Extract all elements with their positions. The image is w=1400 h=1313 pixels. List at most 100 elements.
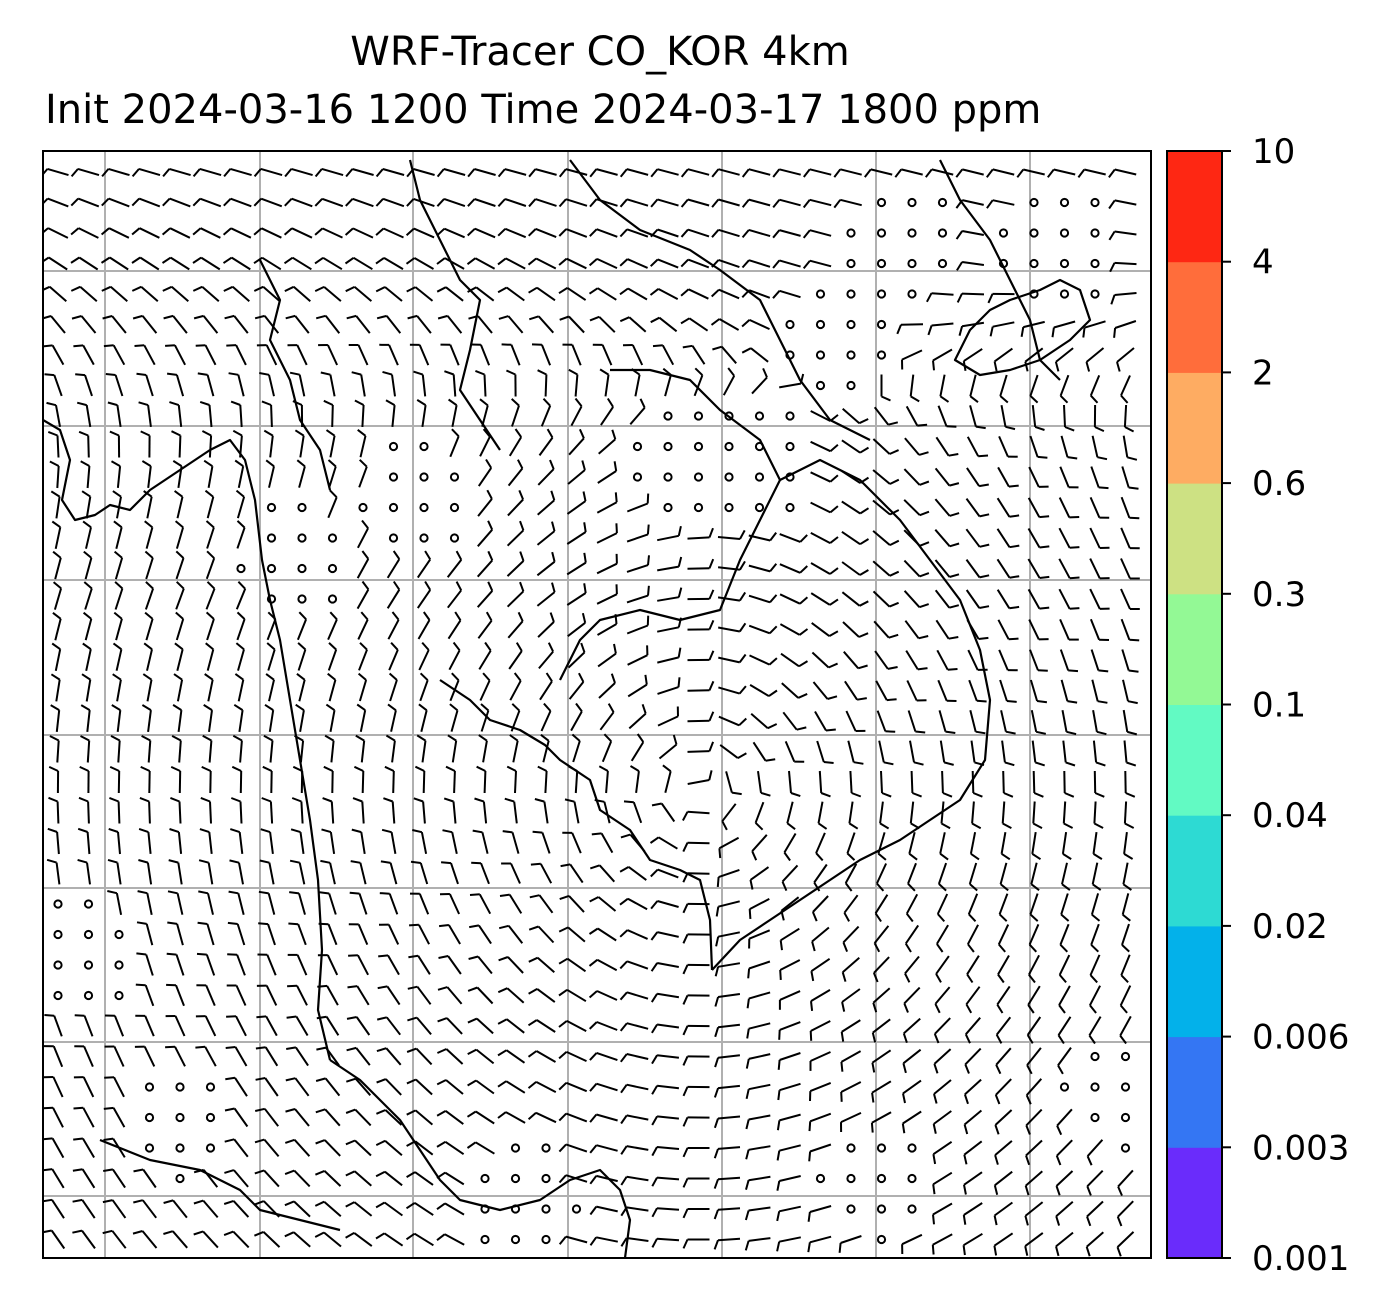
wind-barb (527, 257, 557, 270)
wind-barb (589, 315, 616, 333)
wind-barb (718, 622, 747, 633)
wind-barb (172, 460, 183, 489)
wind-barb (558, 257, 587, 270)
wind-barb (497, 198, 527, 207)
calm-wind-marker (175, 1112, 185, 1123)
wind-barb (113, 520, 123, 549)
calm-wind-marker (846, 1143, 856, 1153)
wind-barb (963, 1140, 983, 1165)
wind-barb (1031, 831, 1042, 861)
wind-barb (687, 711, 715, 723)
calm-wind-marker (449, 502, 460, 513)
wind-barb (528, 198, 557, 208)
wind-barb (986, 168, 1015, 178)
wind-barb (70, 167, 100, 178)
wind-barb (443, 797, 457, 824)
wind-barb (416, 734, 427, 763)
wind-barb (717, 591, 747, 602)
wind-barb (776, 1144, 801, 1161)
wind-barb (650, 228, 679, 238)
calm-wind-marker (876, 1204, 887, 1214)
wind-barb (1000, 710, 1016, 735)
calm-wind-marker (53, 899, 63, 909)
wind-barb (109, 796, 121, 824)
wind-barb (1089, 558, 1110, 580)
wind-barb (786, 801, 796, 830)
wind-barb (687, 680, 715, 692)
wind-barb (406, 1078, 433, 1096)
wind-barb (934, 589, 960, 609)
wind-barb (571, 733, 581, 763)
wind-barb (715, 931, 740, 947)
wind-barb (931, 1233, 953, 1255)
calm-wind-marker (327, 563, 338, 574)
wind-barb (903, 559, 930, 578)
wind-barb (589, 1174, 618, 1185)
wind-barb (351, 371, 366, 397)
wind-barb (406, 1140, 434, 1156)
calm-wind-marker (1059, 228, 1070, 238)
wind-barb (357, 429, 367, 458)
wind-barb (1031, 740, 1046, 767)
wind-barb (903, 986, 921, 1013)
wind-barb (626, 493, 650, 513)
wind-barb (847, 740, 864, 765)
wind-barb (131, 285, 159, 302)
wind-barb (1032, 770, 1044, 798)
wind-barb (840, 1050, 862, 1072)
wind-barb (476, 765, 487, 794)
wind-barb (598, 765, 609, 794)
wind-barb (687, 558, 715, 570)
wind-barb (996, 558, 1020, 579)
wind-barb (627, 674, 648, 698)
wind-barb (619, 897, 648, 911)
wind-barb (50, 673, 61, 702)
wind-barb (1060, 679, 1078, 704)
wind-barb (570, 702, 583, 732)
wind-barb (223, 1199, 250, 1218)
wind-barb (1027, 497, 1050, 519)
wind-barb (596, 492, 618, 514)
wind-barb (1029, 679, 1048, 704)
wind-barb (716, 868, 740, 887)
wind-barb (138, 859, 153, 885)
wind-barb (1077, 168, 1106, 178)
wind-barb (1030, 862, 1040, 891)
wind-barb (1119, 1015, 1132, 1045)
wind-barb (968, 679, 987, 703)
wind-barb (1121, 649, 1139, 673)
wind-barb (198, 859, 214, 885)
wind-barb (745, 1175, 771, 1190)
colorbar-tick-label: 0.02 (1252, 907, 1328, 947)
wind-barb (134, 1045, 156, 1067)
calm-wind-marker (663, 472, 673, 482)
wind-barb (172, 704, 183, 733)
wind-barb (47, 827, 60, 855)
wind-barb (527, 1050, 557, 1063)
wind-barb (567, 612, 587, 637)
wind-barb (1113, 320, 1137, 338)
wind-barb (540, 702, 552, 732)
wind-barb (651, 1237, 680, 1248)
wind-barb (566, 552, 587, 576)
wind-barb (497, 257, 526, 270)
wind-barb (287, 984, 308, 1006)
wind-barb (345, 285, 373, 302)
wind-barb (620, 833, 646, 853)
wind-barb (287, 953, 308, 976)
wind-barb (345, 197, 374, 208)
wind-barb (540, 734, 550, 763)
wind-barb (137, 890, 153, 915)
wind-barb (254, 1138, 280, 1158)
calm-wind-marker (266, 563, 277, 574)
wind-barb (902, 1079, 922, 1104)
wind-barb (474, 797, 488, 824)
wind-barb (816, 740, 834, 764)
wind-barb (387, 611, 400, 640)
wind-barb (136, 952, 154, 976)
calm-wind-marker (1090, 258, 1100, 269)
wind-barb (527, 1019, 556, 1033)
wind-barb (817, 801, 828, 830)
wind-barb (567, 642, 586, 669)
wind-barb (779, 959, 801, 980)
